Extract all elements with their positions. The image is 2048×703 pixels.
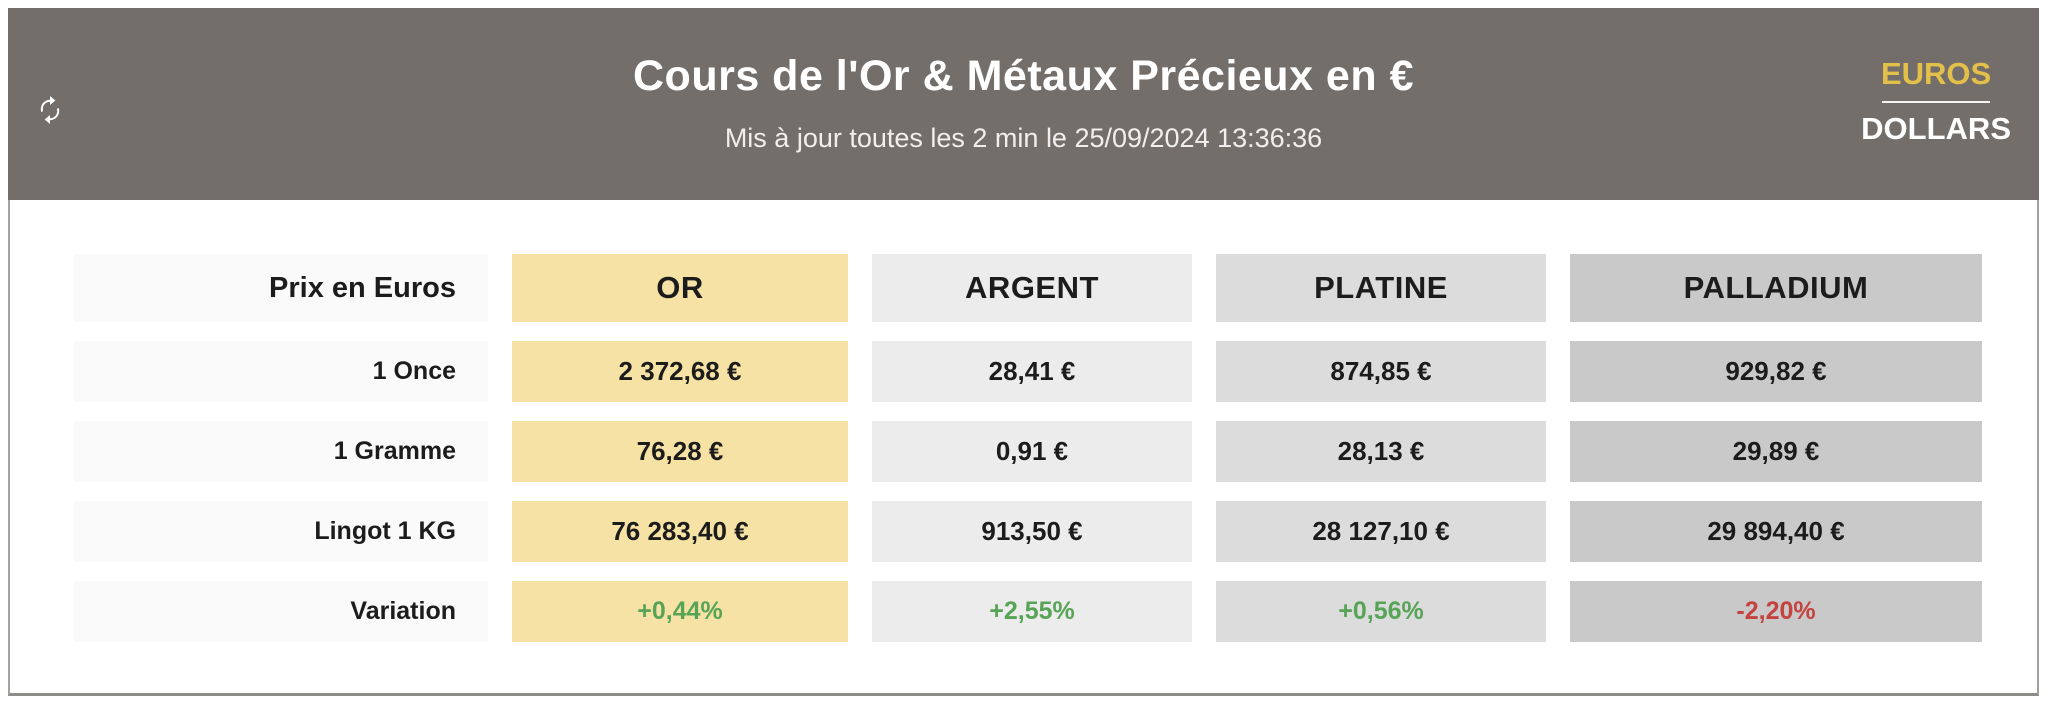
row-label-once: 1 Once (74, 341, 488, 402)
column-header-platine: PLATINE (1216, 254, 1546, 322)
precious-metals-widget: Cours de l'Or & Métaux Précieux en € Mis… (8, 8, 2039, 696)
refresh-icon (33, 92, 67, 129)
last-updated-text: Mis à jour toutes les 2 min le 25/09/202… (724, 123, 1323, 153)
price-or-once: 2 372,68 € (512, 341, 848, 402)
column-header-palladium: PALLADIUM (1570, 254, 1982, 322)
price-platine-lingot: 28 127,10 € (1216, 501, 1546, 562)
variation-platine: +0,56% (1216, 581, 1546, 642)
price-palladium-gramme: 29,89 € (1570, 421, 1982, 482)
currency-toggle-divider (1882, 101, 1991, 103)
row-label-variation: Variation (74, 581, 488, 642)
variation-argent: +2,55% (872, 581, 1192, 642)
corner-header-cell: Prix en Euros (74, 254, 488, 322)
price-palladium-once: 929,82 € (1570, 341, 1982, 402)
price-platine-gramme: 28,13 € (1216, 421, 1546, 482)
price-argent-gramme: 0,91 € (872, 421, 1192, 482)
price-or-lingot: 76 283,40 € (512, 501, 848, 562)
row-label-lingot: Lingot 1 KG (74, 501, 488, 562)
price-palladium-lingot: 29 894,40 € (1570, 501, 1982, 562)
price-argent-once: 28,41 € (872, 341, 1192, 402)
column-header-argent: ARGENT (872, 254, 1192, 322)
row-label-gramme: 1 Gramme (74, 421, 488, 482)
price-grid: Prix en Euros OR ARGENT PLATINE PALLADIU… (74, 254, 2037, 642)
currency-toggle-euros[interactable]: EUROS (1880, 56, 1992, 91)
price-platine-once: 874,85 € (1216, 341, 1546, 402)
variation-palladium: -2,20% (1570, 581, 1982, 642)
variation-or: +0,44% (512, 581, 848, 642)
currency-toggle: EUROS DOLLARS (1861, 56, 2011, 147)
header-band: Cours de l'Or & Métaux Précieux en € Mis… (8, 8, 2039, 200)
header-text-block: Cours de l'Or & Métaux Précieux en € Mis… (8, 8, 2039, 200)
column-header-or: OR (512, 254, 848, 322)
currency-toggle-dollars[interactable]: DOLLARS (1861, 111, 2011, 146)
price-argent-lingot: 913,50 € (872, 501, 1192, 562)
price-table: Prix en Euros OR ARGENT PLATINE PALLADIU… (10, 200, 2037, 642)
price-or-gramme: 76,28 € (512, 421, 848, 482)
page-title: Cours de l'Or & Métaux Précieux en € (633, 52, 1414, 100)
refresh-button[interactable] (28, 88, 72, 132)
